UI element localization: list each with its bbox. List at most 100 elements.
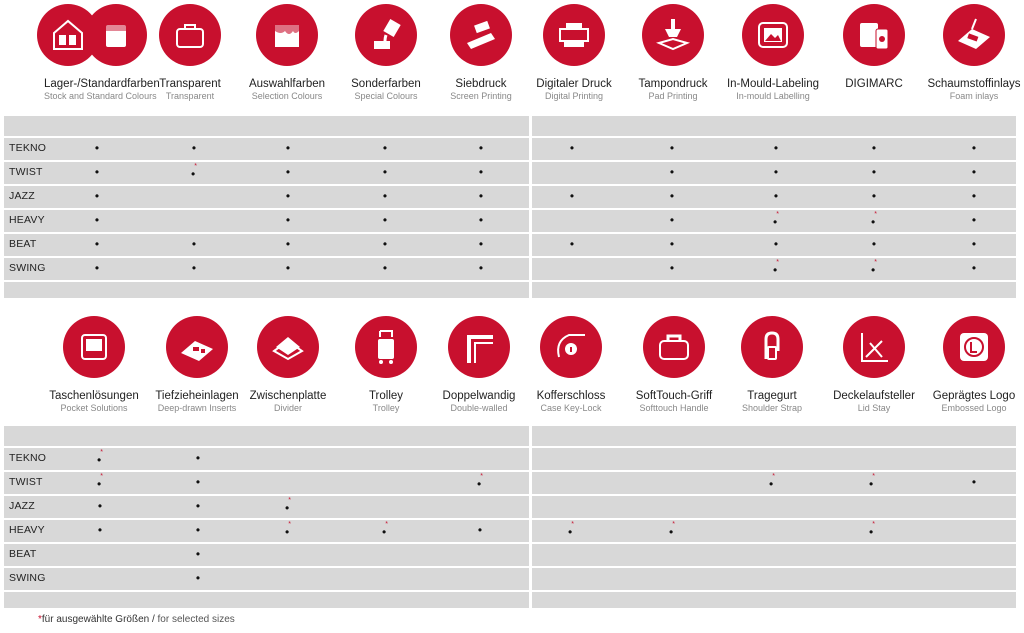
- availability-dot: •: [191, 261, 197, 275]
- top-feature-table: TEKNO • • • • • • • • • • TWIST • •* • • • • • • • JAZZ • • • • • •…: [4, 116, 1016, 298]
- feature-label-de: Tiefzieheinlagen: [155, 390, 239, 402]
- table-divider: [529, 426, 532, 608]
- footnote-sep: /: [149, 614, 158, 625]
- color-cans-icon: [85, 4, 147, 66]
- feature-label-de: Zwischenplatte: [249, 390, 327, 402]
- feature-double-walled: Doppelwandig Double-walled: [429, 316, 529, 413]
- lid-stay-icon: [843, 316, 905, 378]
- feature-label-de: Kofferschloss: [536, 390, 606, 402]
- table-row: BEAT • • • • • • • • • •: [4, 232, 1016, 254]
- availability-dot: •: [669, 213, 675, 227]
- availability-dot: •: [94, 237, 100, 251]
- availability-dot: •*: [97, 473, 103, 491]
- table-row: BEAT •: [4, 542, 1016, 564]
- availability-dot: •: [971, 475, 977, 489]
- feature-label-en: Transparent: [165, 91, 215, 101]
- availability-dot: •: [669, 237, 675, 251]
- availability-dot: •: [871, 165, 877, 179]
- availability-dot: •: [94, 141, 100, 155]
- availability-dot: •: [478, 261, 484, 275]
- feature-label-en: Deep-drawn Inserts: [157, 403, 237, 413]
- handle-icon: [643, 316, 705, 378]
- availability-dot: •: [97, 499, 103, 513]
- table-footer-spacer: [4, 590, 1016, 608]
- feature-label-en: Pocket Solutions: [60, 403, 128, 413]
- availability-dot: •: [94, 165, 100, 179]
- availability-dot: •: [94, 189, 100, 203]
- feature-label-en: Double-walled: [450, 403, 508, 413]
- row-product-name: SWING: [9, 572, 46, 584]
- availability-dot: •: [971, 189, 977, 203]
- row-product-name: JAZZ: [9, 500, 35, 512]
- availability-dot: •: [478, 165, 484, 179]
- availability-dot: •: [773, 165, 779, 179]
- feature-label-en: Digital Printing: [544, 91, 604, 101]
- availability-dot: •: [971, 141, 977, 155]
- feature-label-en: Trolley: [372, 403, 400, 413]
- feature-label-de: Digitaler Druck: [536, 78, 612, 90]
- feature-label-en: Lid Stay: [857, 403, 891, 413]
- availability-dot: •*: [871, 259, 877, 277]
- availability-dot: •: [773, 189, 779, 203]
- table-divider: [529, 116, 532, 298]
- availability-dot: •*: [871, 211, 877, 229]
- availability-dot: •: [971, 237, 977, 251]
- feature-special-colours: Sonderfarben Special Colours: [336, 4, 436, 101]
- foam-inlay-icon: [943, 4, 1005, 66]
- row-product-name: SWING: [9, 262, 46, 274]
- footnote-star: *: [38, 614, 42, 625]
- key-lock-icon: [540, 316, 602, 378]
- feature-divider: Zwischenplatte Divider: [238, 316, 338, 413]
- availability-dot: •*: [97, 449, 103, 467]
- feature-label-de: Siebdruck: [455, 78, 507, 90]
- feature-label-de: Trolley: [368, 390, 404, 402]
- feature-foam-inlays: Schaumstoffinlays Foam inlays: [924, 4, 1024, 101]
- paint-drip-icon: [256, 4, 318, 66]
- feature-label-de: Taschenlösungen: [49, 390, 139, 402]
- feature-label-de: Tampondruck: [638, 78, 708, 90]
- footnote: *für ausgewählte Größen / for selected s…: [38, 614, 235, 625]
- trolley-icon: [355, 316, 417, 378]
- availability-dot: •: [195, 475, 201, 489]
- row-product-name: BEAT: [9, 238, 37, 250]
- availability-dot: •: [971, 213, 977, 227]
- table-row: TEKNO • • • • • • • • • •: [4, 136, 1016, 158]
- availability-dot: •: [478, 141, 484, 155]
- divider-plate-icon: [257, 316, 319, 378]
- availability-dot: •*: [191, 163, 197, 181]
- paint-pour-icon: [355, 4, 417, 66]
- availability-dot: •*: [568, 521, 574, 539]
- feature-transparent: Transparent Transparent: [140, 4, 240, 101]
- availability-dot: •: [285, 261, 291, 275]
- feature-label-en: Screen Printing: [450, 91, 512, 101]
- pad-print-icon: [642, 4, 704, 66]
- feature-case-key-lock: Kofferschloss Case Key-Lock: [521, 316, 621, 413]
- feature-label-en: Special Colours: [354, 91, 418, 101]
- availability-dot: •: [382, 165, 388, 179]
- availability-dot: •: [382, 141, 388, 155]
- availability-dot: •*: [285, 521, 291, 539]
- footnote-de: für ausgewählte Größen: [41, 614, 150, 625]
- feature-label-en: Pad Printing: [648, 91, 698, 101]
- top-feature-row: Lager-/Standardfarben Stock and Standard…: [0, 4, 1024, 122]
- availability-dot: •: [94, 261, 100, 275]
- availability-dot: •*: [869, 473, 875, 491]
- row-product-name: TEKNO: [9, 452, 47, 464]
- feature-label-de: Geprägtes Logo: [932, 390, 1016, 402]
- availability-dot: •: [569, 237, 575, 251]
- feature-label-en: Selection Colours: [251, 91, 323, 101]
- table-row: SWING • • • • • • •* •* •: [4, 256, 1016, 278]
- feature-in-mould-labelling: In-Mould-Labeling In-mould Labelling: [723, 4, 823, 101]
- feature-label-en: Shoulder Strap: [741, 403, 803, 413]
- availability-dot: •: [871, 189, 877, 203]
- table-row: HEAVY • • •* •* • •* •* •*: [4, 518, 1016, 540]
- availability-dot: •*: [769, 473, 775, 491]
- double-wall-icon: [448, 316, 510, 378]
- table-header-spacer: [4, 426, 1016, 444]
- table-row: TWIST • •* • • • • • • •: [4, 160, 1016, 182]
- squeegee-icon: [450, 4, 512, 66]
- table-footer-spacer: [4, 280, 1016, 298]
- feature-embossed-logo: Geprägtes Logo Embossed Logo: [924, 316, 1024, 413]
- feature-screen-printing: Siebdruck Screen Printing: [431, 4, 531, 101]
- feature-softtouch-handle: SoftTouch-Griff Softtouch Handle: [624, 316, 724, 413]
